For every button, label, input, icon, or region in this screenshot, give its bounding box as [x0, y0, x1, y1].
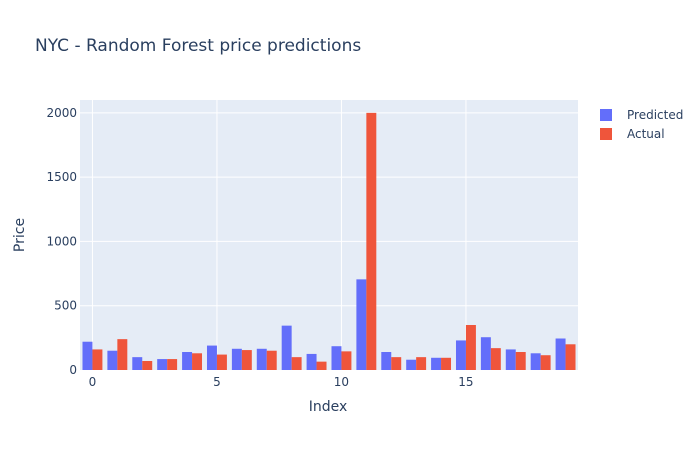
bar-actual[interactable]	[142, 361, 153, 370]
bar-actual[interactable]	[490, 348, 501, 370]
bar-actual[interactable]	[465, 325, 476, 370]
bar-predicted[interactable]	[331, 346, 342, 370]
bar-actual[interactable]	[216, 354, 227, 370]
bar-predicted[interactable]	[231, 348, 242, 370]
x-axis-title: Index	[309, 399, 348, 415]
bar-actual[interactable]	[92, 349, 103, 370]
bar-predicted[interactable]	[455, 340, 466, 370]
y-tick-label: 1000	[46, 234, 77, 248]
bar-predicted[interactable]	[505, 349, 516, 370]
bar-actual[interactable]	[241, 350, 252, 370]
gridlines	[80, 100, 578, 370]
bar-predicted[interactable]	[406, 359, 417, 370]
y-tick-label: 1500	[46, 170, 77, 184]
bar-actual[interactable]	[167, 359, 178, 370]
bar-actual[interactable]	[316, 361, 327, 370]
bar-predicted[interactable]	[157, 359, 168, 370]
bar-predicted[interactable]	[281, 325, 292, 370]
bar-predicted[interactable]	[306, 353, 317, 370]
y-tick-label: 500	[54, 299, 77, 313]
x-tick-label: 10	[334, 375, 349, 389]
bars	[82, 112, 576, 371]
bar-actual[interactable]	[416, 357, 427, 370]
bar-actual[interactable]	[266, 350, 277, 370]
legend-label-actual[interactable]: Actual	[627, 127, 665, 141]
bar-actual[interactable]	[565, 344, 576, 370]
x-tick-label: 15	[458, 375, 473, 389]
bar-predicted[interactable]	[530, 353, 541, 370]
bar-actual[interactable]	[341, 351, 352, 370]
bar-actual[interactable]	[515, 352, 526, 370]
bar-predicted[interactable]	[82, 341, 93, 370]
bar-actual[interactable]	[391, 357, 402, 370]
bar-actual[interactable]	[291, 357, 302, 370]
bar-predicted[interactable]	[431, 357, 442, 370]
bar-predicted[interactable]	[206, 345, 217, 370]
bar-predicted[interactable]	[555, 338, 566, 371]
bar-predicted[interactable]	[381, 352, 392, 370]
bar-actual[interactable]	[540, 355, 551, 370]
bar-predicted[interactable]	[132, 357, 143, 370]
y-axis-ticks: 0 500 1000 1500 2000	[46, 106, 77, 377]
bar-predicted[interactable]	[356, 279, 367, 370]
chart-title: NYC - Random Forest price predictions	[35, 36, 361, 56]
bar-actual[interactable]	[441, 357, 452, 370]
bar-predicted[interactable]	[256, 348, 267, 370]
bar-actual[interactable]	[366, 112, 377, 370]
x-tick-label: 5	[213, 375, 221, 389]
legend-swatch-actual[interactable]	[600, 128, 612, 140]
bar-actual[interactable]	[192, 353, 203, 370]
bar-predicted[interactable]	[480, 337, 491, 370]
legend[interactable]: Predicted Actual	[600, 108, 683, 141]
plot-area	[80, 100, 578, 370]
y-tick-label: 0	[69, 363, 77, 377]
x-tick-label: 0	[89, 375, 97, 389]
bar-actual[interactable]	[117, 339, 128, 370]
legend-swatch-predicted[interactable]	[600, 109, 612, 121]
bar-predicted[interactable]	[107, 350, 118, 370]
bar-predicted[interactable]	[182, 352, 193, 370]
legend-label-predicted[interactable]: Predicted	[627, 108, 683, 122]
x-axis-ticks: 0 5 10 15	[89, 375, 474, 389]
y-axis-title: Price	[12, 218, 28, 252]
y-tick-label: 2000	[46, 106, 77, 120]
